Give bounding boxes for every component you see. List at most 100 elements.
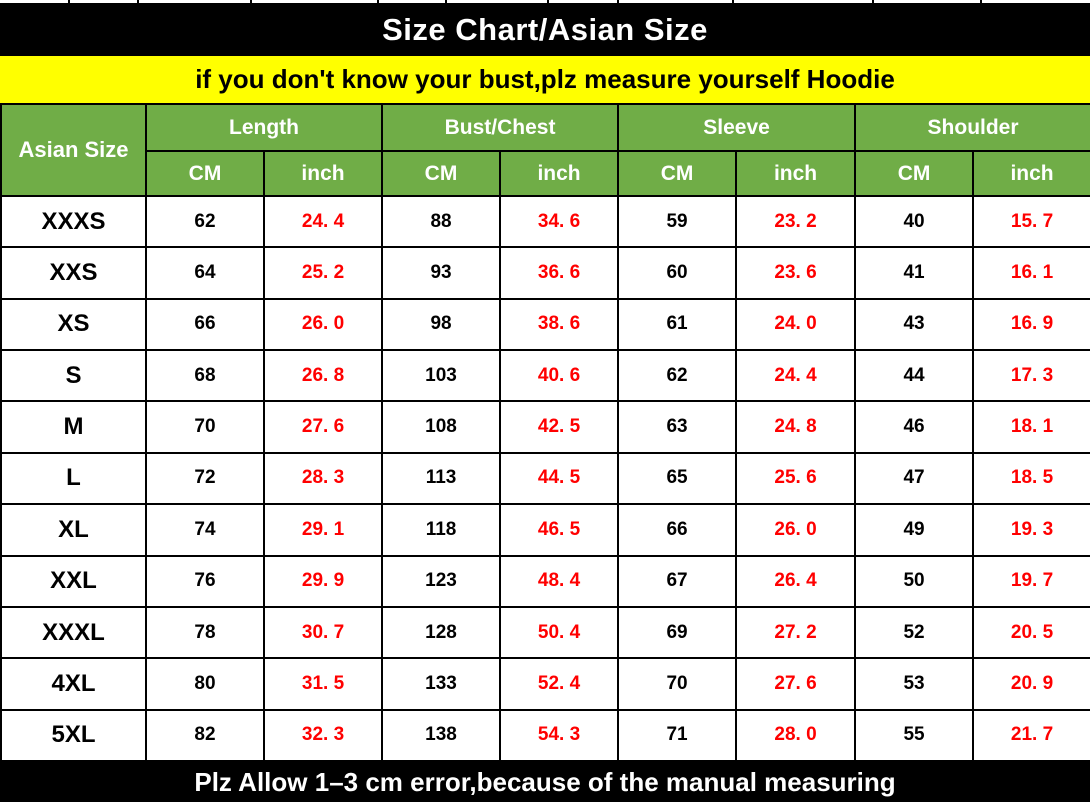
size-cell: XL <box>0 503 147 557</box>
top-grid-strip <box>0 0 1090 3</box>
grid-tick <box>377 0 379 3</box>
value-cell: 27. 6 <box>262 400 384 454</box>
grid-tick <box>872 0 874 3</box>
value-cell: 44 <box>854 349 975 403</box>
value-cell: 65 <box>617 451 738 506</box>
value-cell: 60 <box>617 246 738 300</box>
table-row: XXL 76 29. 9 123 48. 4 67 26. 4 50 19. 7 <box>0 554 1090 608</box>
value-cell: 50 <box>854 554 975 608</box>
value-cell: 98 <box>381 297 502 352</box>
value-cell: 19. 3 <box>972 503 1090 557</box>
value-cell: 41 <box>854 246 975 300</box>
value-cell: 36. 6 <box>499 246 620 300</box>
value-cell: 103 <box>381 349 502 403</box>
value-cell: 50. 4 <box>499 605 620 660</box>
grid-tick <box>445 0 447 3</box>
footer-text: Plz Allow 1–3 cm error,because of the ma… <box>194 766 896 797</box>
value-cell: 17. 3 <box>972 349 1090 403</box>
unit-header-inch: inch <box>262 150 384 197</box>
unit-header-cm: CM <box>381 150 502 197</box>
value-cell: 68 <box>145 349 265 403</box>
table-row: L 72 28. 3 113 44. 5 65 25. 6 47 18. 5 <box>0 451 1090 506</box>
value-cell: 23. 6 <box>735 246 857 300</box>
value-cell: 93 <box>381 246 502 300</box>
unit-header-cm: CM <box>854 150 975 197</box>
table-row: XXS 64 25. 2 93 36. 6 60 23. 6 41 16. 1 <box>0 246 1090 300</box>
grid-tick <box>68 0 70 3</box>
size-cell: XXS <box>0 246 147 300</box>
value-cell: 23. 2 <box>735 194 857 249</box>
value-cell: 52. 4 <box>499 657 620 711</box>
table-row: XXXL 78 30. 7 128 50. 4 69 27. 2 52 20. … <box>0 605 1090 660</box>
value-cell: 40. 6 <box>499 349 620 403</box>
value-cell: 59 <box>617 194 738 249</box>
value-cell: 24. 4 <box>735 349 857 403</box>
value-cell: 29. 9 <box>262 554 384 608</box>
value-cell: 67 <box>617 554 738 608</box>
value-cell: 55 <box>854 708 975 763</box>
value-cell: 24. 8 <box>735 400 857 454</box>
group-header-length: Length <box>144 103 384 152</box>
table-row: 4XL 80 31. 5 133 52. 4 70 27. 6 53 20. 9 <box>0 657 1090 711</box>
unit-header-inch: inch <box>499 150 620 197</box>
size-cell: M <box>0 400 147 454</box>
size-cell: XXL <box>0 554 147 608</box>
value-cell: 123 <box>381 554 502 608</box>
table-row: M 70 27. 6 108 42. 5 63 24. 8 46 18. 1 <box>0 400 1090 454</box>
group-header-shoulder: Shoulder <box>854 103 1090 152</box>
value-cell: 27. 2 <box>735 605 857 660</box>
table-row: XXXS 62 24. 4 88 34. 6 59 23. 2 40 15. 7 <box>0 194 1090 249</box>
page-title: Size Chart/Asian Size <box>382 11 708 47</box>
value-cell: 15. 7 <box>972 194 1090 249</box>
value-cell: 49 <box>854 503 975 557</box>
grid-tick <box>250 0 252 3</box>
value-cell: 28. 0 <box>735 708 857 763</box>
value-cell: 30. 7 <box>262 605 384 660</box>
value-cell: 54. 3 <box>499 708 620 763</box>
value-cell: 70 <box>617 657 738 711</box>
size-cell: S <box>0 349 147 403</box>
value-cell: 62 <box>145 194 265 249</box>
value-cell: 133 <box>381 657 502 711</box>
notice-text: if you don't know your bust,plz measure … <box>195 64 895 94</box>
size-cell: 4XL <box>0 657 147 711</box>
corner-header-cell: Asian Size <box>0 103 147 197</box>
value-cell: 26. 0 <box>262 297 384 352</box>
value-cell: 62 <box>617 349 738 403</box>
value-cell: 18. 5 <box>972 451 1090 506</box>
value-cell: 31. 5 <box>262 657 384 711</box>
value-cell: 38. 6 <box>499 297 620 352</box>
value-cell: 66 <box>617 503 738 557</box>
value-cell: 46. 5 <box>499 503 620 557</box>
value-cell: 28. 3 <box>262 451 384 506</box>
grid-tick <box>137 0 139 3</box>
value-cell: 44. 5 <box>499 451 620 506</box>
title-bar: Size Chart/Asian Size <box>0 3 1090 56</box>
value-cell: 72 <box>145 451 265 506</box>
value-cell: 20. 9 <box>972 657 1090 711</box>
value-cell: 63 <box>617 400 738 454</box>
value-cell: 29. 1 <box>262 503 384 557</box>
value-cell: 52 <box>854 605 975 660</box>
value-cell: 21. 7 <box>972 708 1090 763</box>
value-cell: 64 <box>145 246 265 300</box>
unit-header-inch: inch <box>735 150 857 197</box>
value-cell: 138 <box>381 708 502 763</box>
footer-bar: Plz Allow 1–3 cm error,because of the ma… <box>0 762 1090 802</box>
unit-header-row: CM inch CM inch CM inch CM inch <box>1 150 1090 197</box>
value-cell: 76 <box>145 554 265 608</box>
table-row: S 68 26. 8 103 40. 6 62 24. 4 44 17. 3 <box>0 349 1090 403</box>
value-cell: 71 <box>617 708 738 763</box>
unit-header-cm: CM <box>145 150 265 197</box>
value-cell: 16. 1 <box>972 246 1090 300</box>
unit-header-cm: CM <box>617 150 738 197</box>
group-header-row: Asian Size Length Bust/Chest Sleeve Shou… <box>0 103 1090 197</box>
value-cell: 118 <box>381 503 502 557</box>
group-header-bust-chest: Bust/Chest <box>381 103 620 152</box>
value-cell: 108 <box>381 400 502 454</box>
value-cell: 27. 6 <box>735 657 857 711</box>
value-cell: 48. 4 <box>499 554 620 608</box>
value-cell: 26. 0 <box>735 503 857 557</box>
value-cell: 20. 5 <box>972 605 1090 660</box>
